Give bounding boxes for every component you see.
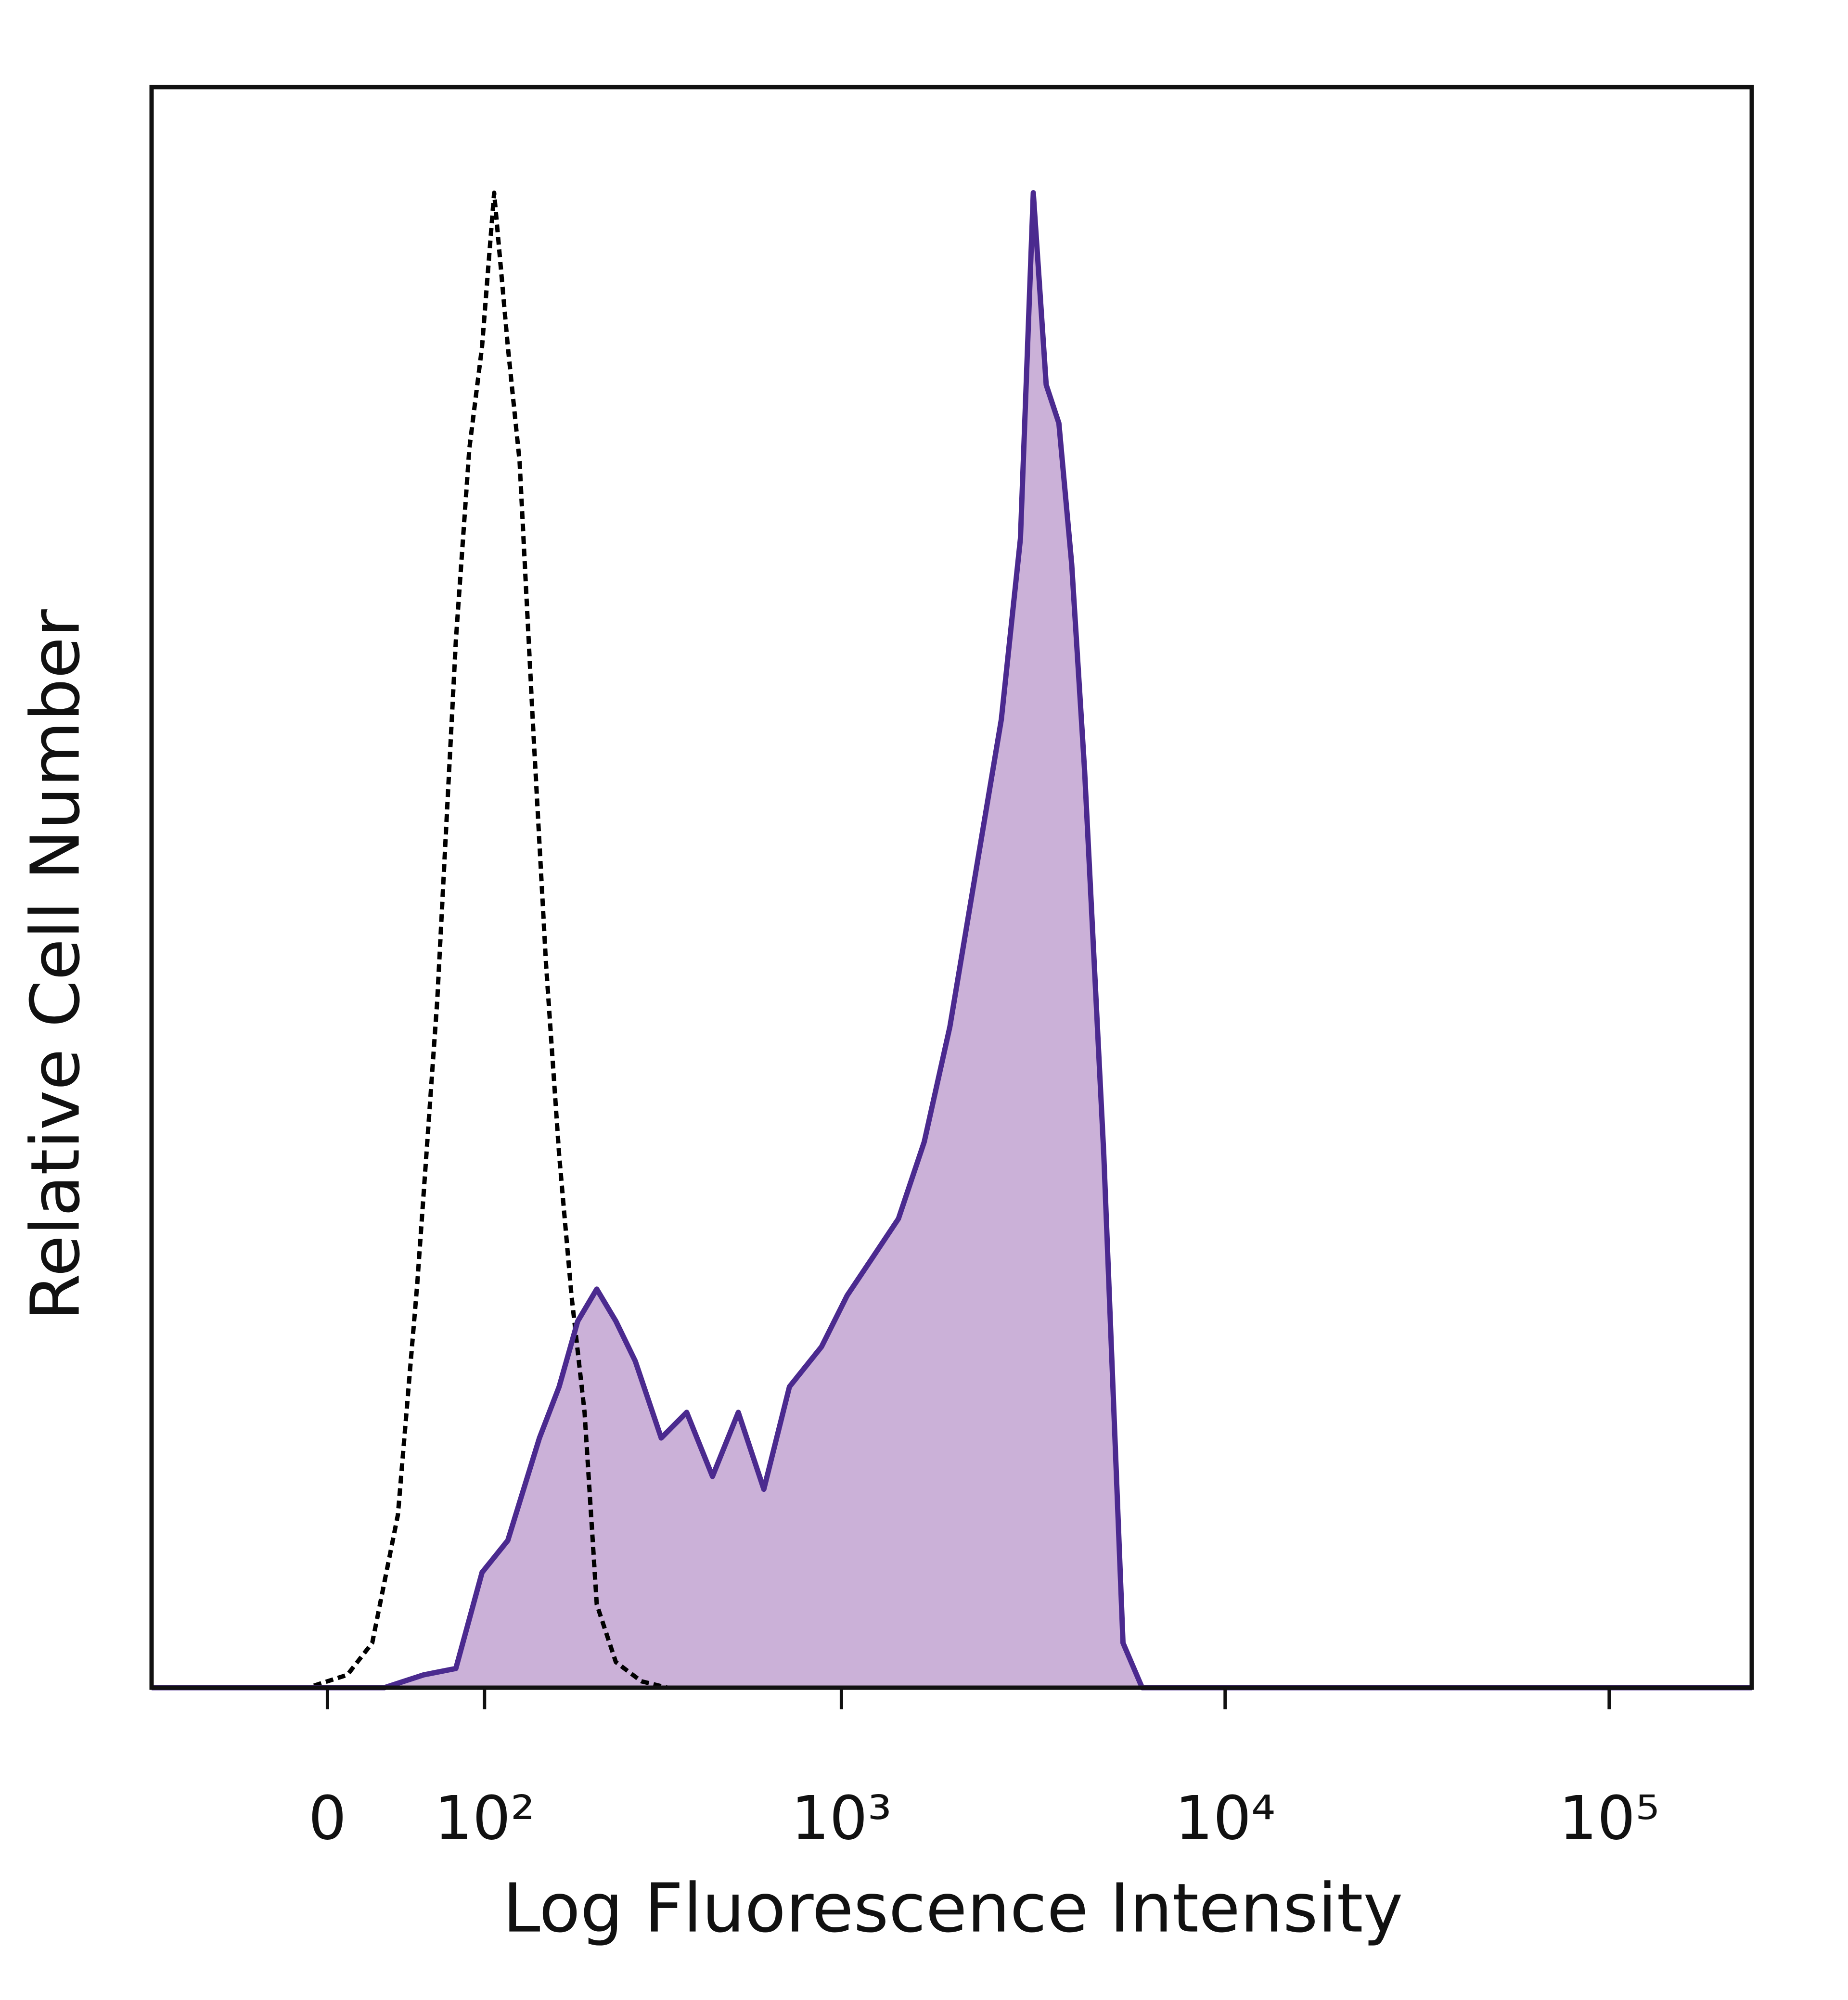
x-axis-title: Log Fluorescence Intensity [503, 1870, 1403, 1948]
x-tick-label: 10⁵ [1559, 1783, 1659, 1853]
histogram-line [152, 191, 1752, 1690]
y-axis-title: Relative Cell Number [17, 609, 95, 1321]
histogram-area [152, 192, 1752, 1688]
plot-frame [149, 85, 1754, 1690]
x-tick-label: 10³ [791, 1783, 892, 1853]
x-tick-label: 10² [434, 1783, 535, 1853]
x-tick-label: 10⁴ [1175, 1783, 1275, 1853]
x-tick-label: 0 [308, 1783, 347, 1853]
histogram-line [152, 190, 1752, 1691]
